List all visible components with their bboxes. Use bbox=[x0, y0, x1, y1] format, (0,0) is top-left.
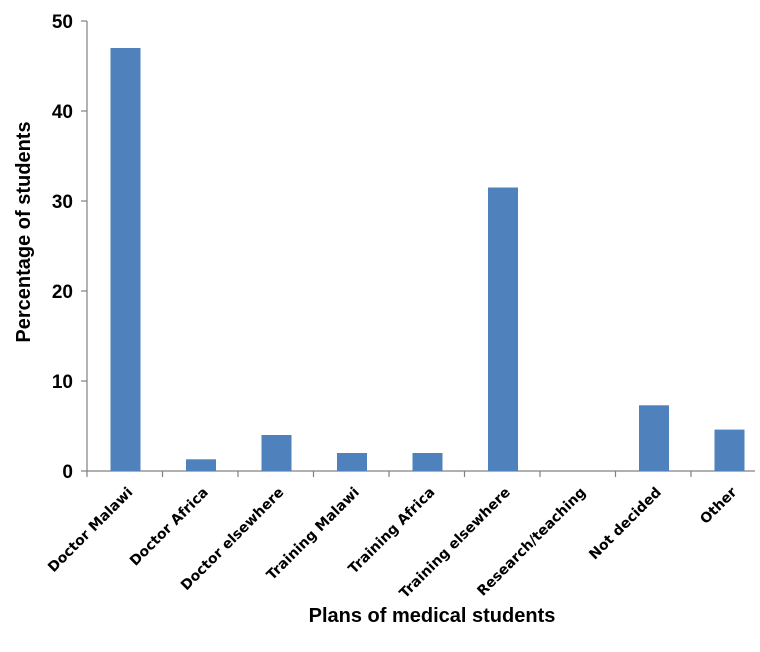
y-tick-label: 50 bbox=[52, 12, 73, 33]
x-axis-title: Plans of medical students bbox=[309, 605, 556, 627]
y-axis-title: Percentage of students bbox=[13, 121, 35, 342]
x-tick-label: Not decided bbox=[586, 485, 665, 564]
y-tick-label: 0 bbox=[62, 462, 73, 483]
bar bbox=[186, 459, 216, 471]
y-ticks: 0 10 20 30 40 50 bbox=[52, 12, 87, 483]
bar bbox=[639, 405, 669, 471]
bar bbox=[261, 435, 292, 471]
y-tick-label: 30 bbox=[52, 192, 73, 213]
x-tick-label: Doctor Malawi bbox=[45, 485, 136, 576]
x-tick-label: Doctor Africa bbox=[127, 485, 212, 570]
y-tick-label: 10 bbox=[52, 372, 73, 393]
bar bbox=[110, 48, 141, 471]
bars bbox=[110, 48, 745, 471]
bar bbox=[412, 453, 443, 471]
bar bbox=[488, 187, 518, 471]
y-tick-label: 20 bbox=[52, 282, 73, 303]
bar bbox=[337, 453, 367, 471]
bar bbox=[714, 429, 745, 471]
y-tick-label: 40 bbox=[52, 102, 73, 123]
x-tick-label: Other bbox=[697, 484, 740, 527]
